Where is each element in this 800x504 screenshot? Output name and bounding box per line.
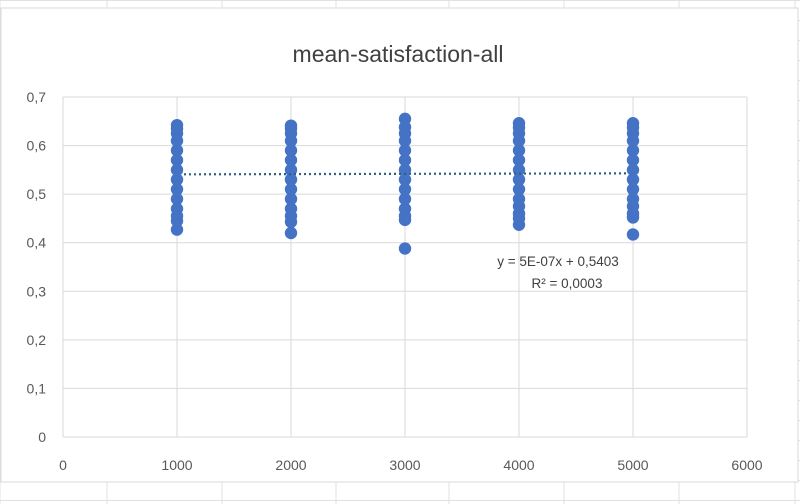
y-tick-label: 0,3 [27, 283, 47, 299]
x-tick-label: 1000 [161, 457, 192, 473]
data-point [284, 226, 298, 240]
data-point [170, 118, 184, 132]
data-point [170, 183, 184, 196]
data-point [284, 119, 298, 132]
data-point [512, 117, 526, 130]
data-point [170, 163, 184, 177]
data-point [284, 144, 298, 157]
data-point [626, 153, 640, 167]
data-point [398, 242, 412, 255]
data-point [626, 173, 640, 186]
x-tick-label: 5000 [617, 457, 648, 473]
chart-frame [0, 7, 799, 483]
x-tick-label: 2000 [275, 457, 306, 473]
data-point [284, 173, 298, 186]
x-tick-label: 0 [59, 457, 67, 473]
data-point [170, 173, 184, 186]
x-axis-tick-labels: 0 1000 2000 3000 4000 5000 6000 [59, 457, 763, 473]
y-tick-label: 0 [38, 429, 46, 445]
y-tick-label: 0,2 [27, 332, 47, 348]
data-point [398, 202, 412, 215]
chart-title: mean-satisfaction-all [293, 41, 504, 67]
data-point [398, 173, 412, 186]
data-point [626, 228, 640, 241]
data-point [398, 112, 412, 126]
data-point [512, 192, 526, 206]
data-point [398, 192, 412, 206]
data-point [626, 144, 640, 157]
x-tick-label: 3000 [389, 457, 420, 473]
data-point [170, 144, 184, 157]
y-tick-label: 0,5 [27, 186, 47, 202]
y-axis-tick-labels: 0 0,1 0,2 0,3 0,4 0,5 0,6 0,7 [27, 89, 47, 445]
trendline [183, 172, 629, 176]
data-point [170, 202, 184, 215]
data-point [170, 223, 184, 236]
trendline-r-squared: R² = 0,0003 [532, 276, 603, 291]
y-tick-label: 0,6 [27, 138, 47, 154]
data-point [512, 153, 526, 167]
data-point [626, 117, 640, 130]
data-point [284, 202, 298, 215]
data-point [284, 192, 298, 206]
data-point [512, 183, 526, 196]
trendline-equation: y = 5E-07x + 0,5403 [497, 254, 619, 269]
data-point [626, 183, 640, 196]
y-tick-label: 0,7 [27, 89, 47, 105]
x-tick-label: 6000 [731, 457, 762, 473]
data-point [512, 144, 526, 157]
y-tick-label: 0,1 [27, 380, 47, 396]
data-point [398, 153, 412, 167]
data-point [398, 183, 412, 196]
data-point [284, 183, 298, 196]
data-point [512, 173, 526, 186]
data-point [170, 192, 184, 206]
data-point [626, 163, 640, 177]
data-points [170, 112, 640, 255]
data-point [284, 163, 298, 177]
data-point [398, 144, 412, 157]
x-tick-label: 4000 [503, 457, 534, 473]
y-tick-label: 0,4 [27, 235, 47, 251]
data-point [170, 153, 184, 167]
data-point [284, 153, 298, 167]
data-point [626, 192, 640, 206]
data-point [398, 163, 412, 177]
